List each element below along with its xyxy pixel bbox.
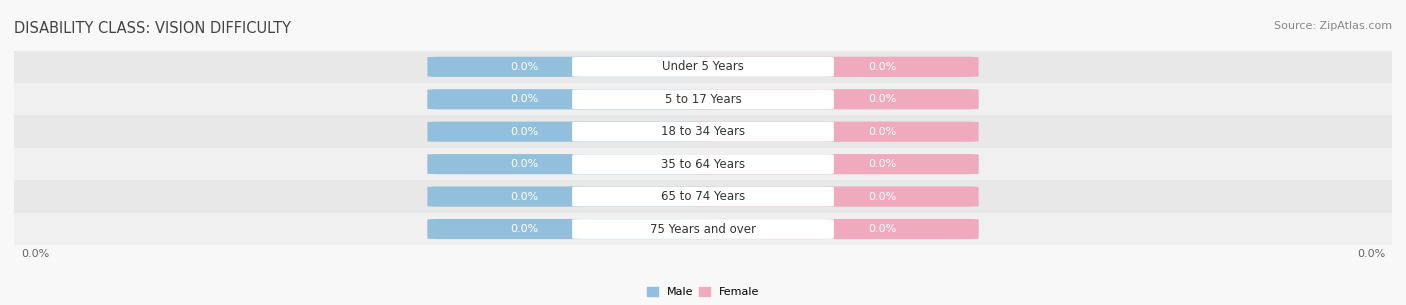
Text: 75 Years and over: 75 Years and over — [650, 223, 756, 235]
FancyBboxPatch shape — [572, 122, 834, 142]
FancyBboxPatch shape — [427, 122, 717, 142]
FancyBboxPatch shape — [572, 187, 834, 206]
Bar — [14, 116, 1392, 148]
Legend: Male, Female: Male, Female — [643, 283, 763, 302]
Bar — [14, 148, 1392, 180]
Text: 65 to 74 Years: 65 to 74 Years — [661, 190, 745, 203]
Text: 0.0%: 0.0% — [510, 159, 538, 169]
FancyBboxPatch shape — [572, 57, 834, 77]
FancyBboxPatch shape — [572, 154, 834, 174]
FancyBboxPatch shape — [427, 89, 717, 109]
FancyBboxPatch shape — [689, 122, 979, 142]
FancyBboxPatch shape — [427, 187, 717, 206]
FancyBboxPatch shape — [689, 57, 979, 77]
Text: 0.0%: 0.0% — [510, 192, 538, 202]
Text: 0.0%: 0.0% — [510, 62, 538, 72]
FancyBboxPatch shape — [427, 154, 979, 174]
Text: 0.0%: 0.0% — [510, 94, 538, 104]
Bar — [14, 83, 1392, 116]
Text: Source: ZipAtlas.com: Source: ZipAtlas.com — [1274, 21, 1392, 31]
Text: 0.0%: 0.0% — [868, 159, 896, 169]
FancyBboxPatch shape — [427, 57, 979, 77]
Text: 0.0%: 0.0% — [868, 94, 896, 104]
FancyBboxPatch shape — [689, 89, 979, 109]
Text: 0.0%: 0.0% — [21, 249, 49, 259]
Text: 0.0%: 0.0% — [868, 192, 896, 202]
Text: DISABILITY CLASS: VISION DIFFICULTY: DISABILITY CLASS: VISION DIFFICULTY — [14, 21, 291, 36]
FancyBboxPatch shape — [427, 57, 717, 77]
FancyBboxPatch shape — [427, 187, 979, 206]
Bar — [14, 213, 1392, 245]
Bar — [14, 180, 1392, 213]
Text: 0.0%: 0.0% — [868, 224, 896, 234]
FancyBboxPatch shape — [427, 154, 717, 174]
Text: 0.0%: 0.0% — [868, 127, 896, 137]
Text: 35 to 64 Years: 35 to 64 Years — [661, 158, 745, 170]
Bar — [14, 51, 1392, 83]
Text: 5 to 17 Years: 5 to 17 Years — [665, 93, 741, 106]
FancyBboxPatch shape — [689, 187, 979, 206]
FancyBboxPatch shape — [427, 122, 979, 142]
FancyBboxPatch shape — [427, 219, 979, 239]
Text: 0.0%: 0.0% — [1357, 249, 1385, 259]
Text: 0.0%: 0.0% — [510, 224, 538, 234]
FancyBboxPatch shape — [572, 219, 834, 239]
Text: 0.0%: 0.0% — [868, 62, 896, 72]
FancyBboxPatch shape — [689, 219, 979, 239]
Text: 18 to 34 Years: 18 to 34 Years — [661, 125, 745, 138]
Text: Under 5 Years: Under 5 Years — [662, 60, 744, 73]
FancyBboxPatch shape — [689, 154, 979, 174]
Text: 0.0%: 0.0% — [510, 127, 538, 137]
FancyBboxPatch shape — [572, 89, 834, 109]
FancyBboxPatch shape — [427, 89, 979, 109]
FancyBboxPatch shape — [427, 219, 717, 239]
